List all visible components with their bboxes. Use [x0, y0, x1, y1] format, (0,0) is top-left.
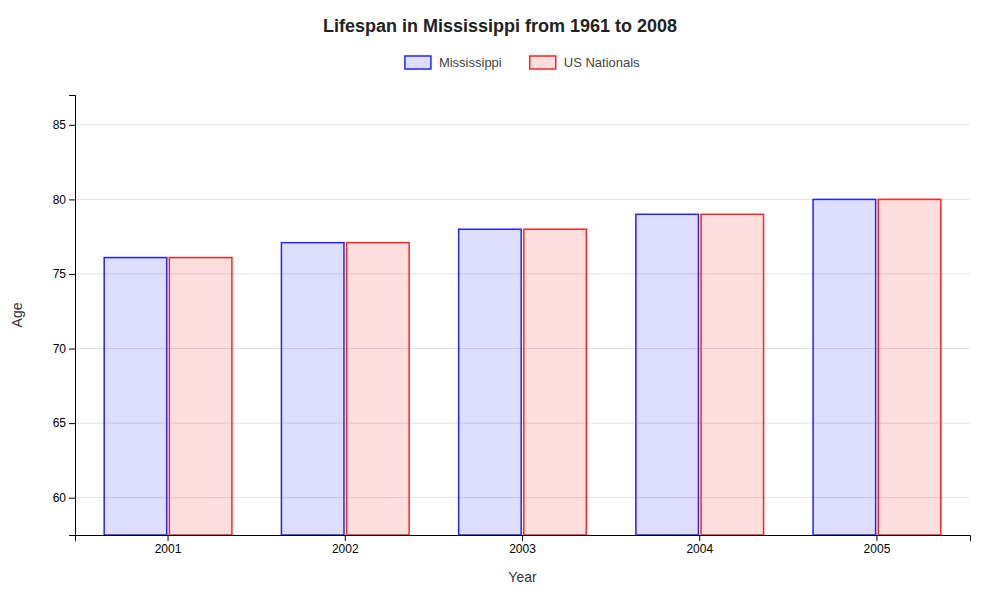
tick-label: 75: [53, 267, 67, 281]
tick-mark: [69, 498, 75, 499]
tick: 2003: [509, 535, 536, 556]
legend-item: Mississippi: [405, 55, 502, 70]
tick: 65: [53, 416, 75, 430]
tick-mark: [876, 535, 877, 541]
bar: [459, 229, 522, 535]
legend-label: US Nationals: [564, 55, 640, 70]
bar: [104, 258, 167, 535]
axis-line: [76, 536, 971, 542]
tick-mark: [168, 535, 169, 541]
bar: [524, 229, 587, 535]
bar: [701, 214, 764, 535]
bars: [104, 199, 941, 535]
tick: 60: [53, 491, 75, 505]
tick-label: 80: [53, 193, 67, 207]
axis-line: [69, 96, 76, 536]
tick-label: 2002: [332, 542, 359, 556]
tick-mark: [69, 274, 75, 275]
tick-label: 2003: [509, 542, 536, 556]
tick-mark: [699, 535, 700, 541]
bar: [636, 214, 699, 535]
series: [104, 199, 875, 535]
tick-label: 60: [53, 491, 67, 505]
x-axis-title: Year: [508, 569, 537, 585]
chart: 60 65 70 75 80 85 2001 2002 2003 2004 2005 Year Age L…: [0, 0, 1000, 600]
tick: 85: [53, 118, 75, 132]
series: [169, 199, 940, 535]
bar: [281, 243, 344, 535]
legend-item: US Nationals: [530, 55, 640, 70]
bar: [813, 199, 876, 535]
legend-swatch: [405, 56, 431, 69]
legend: Mississippi US Nationals: [405, 55, 640, 70]
tick: 2001: [155, 535, 182, 556]
tick: 2004: [686, 535, 713, 556]
tick-mark: [345, 535, 346, 541]
tick-mark: [69, 349, 75, 350]
y-axis-title: Age: [9, 302, 25, 327]
tick-mark: [69, 423, 75, 424]
bar: [347, 243, 410, 535]
tick: 75: [53, 267, 75, 281]
legend-label: Mississippi: [439, 55, 502, 70]
grid-line: [75, 124, 970, 125]
bar: [169, 258, 232, 535]
tick-mark: [69, 125, 75, 126]
bar: [878, 199, 941, 535]
plot-area: 60 65 70 75 80 85 2001 2002 2003 2004 2005: [53, 96, 971, 556]
tick-label: 70: [53, 342, 67, 356]
x-axis: 2001 2002 2003 2004 2005: [76, 535, 971, 556]
tick-label: 65: [53, 416, 67, 430]
tick-mark: [69, 199, 75, 200]
tick: 2005: [864, 535, 891, 556]
tick-label: 2005: [864, 542, 891, 556]
tick: 70: [53, 342, 75, 356]
tick-label: 2001: [155, 542, 182, 556]
y-axis: 60 65 70 75 80 85: [53, 96, 76, 536]
tick: 2002: [332, 535, 359, 556]
tick-mark: [522, 535, 523, 541]
tick: 80: [53, 193, 75, 207]
legend-swatch: [530, 56, 556, 69]
tick-label: 85: [53, 118, 67, 132]
tick-label: 2004: [686, 542, 713, 556]
title: Lifespan in Mississippi from 1961 to 200…: [323, 16, 677, 36]
